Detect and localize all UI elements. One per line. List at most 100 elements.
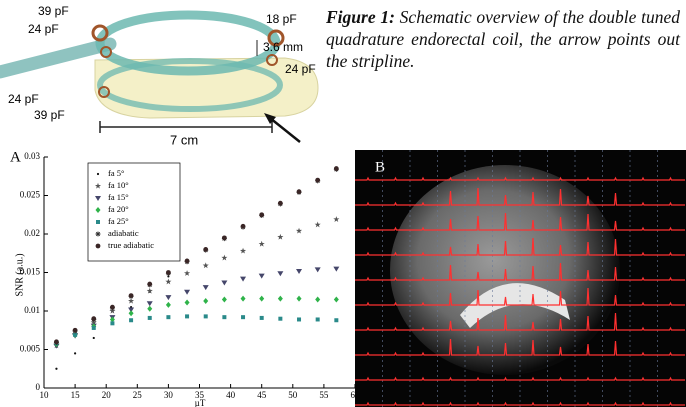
data-point (185, 314, 190, 319)
coil-label: 24 pF (285, 62, 316, 76)
y-tick-label: 0.005 (20, 344, 41, 354)
data-point (167, 275, 170, 278)
data-point (129, 318, 134, 323)
mri-panel: B (355, 150, 686, 407)
data-point (203, 297, 209, 304)
legend-box (87, 162, 181, 262)
capacitor (100, 46, 112, 58)
spectrum (355, 401, 685, 406)
chart: A SNR (a.u.) µT 0 0.005 0.01 0.015 0.02 0.025… (10, 150, 360, 407)
data-point (128, 297, 135, 304)
data-point (333, 216, 340, 222)
panel-label: A (10, 150, 21, 165)
data-point (240, 276, 247, 282)
data-point (221, 296, 227, 303)
spectrum (355, 262, 685, 281)
data-point (92, 336, 95, 340)
legend-marker (95, 196, 101, 201)
spectrum (355, 187, 685, 206)
legend-label: fa 15° (108, 192, 129, 202)
y-tick-label: 0.03 (24, 151, 40, 161)
capacitor (267, 29, 285, 47)
data-point (202, 262, 209, 269)
spectrum (355, 338, 685, 356)
mri-coil-signal (460, 283, 570, 328)
coil-label: 39 pF (34, 108, 65, 122)
data-point (258, 273, 265, 279)
capacitor (98, 86, 110, 98)
data-point (147, 305, 153, 312)
data-point (295, 227, 303, 234)
data-point (277, 271, 284, 277)
spectrum (355, 212, 685, 231)
legend-label: fa 10° (108, 180, 129, 190)
coil-label: 24 pF (28, 22, 59, 36)
x-tick-label: 35 (195, 390, 205, 400)
caption-label: Figure 1: (326, 7, 395, 27)
data-point (259, 295, 265, 302)
y-tick-label: 0.025 (20, 190, 41, 200)
data-point (333, 166, 339, 171)
data-point (259, 315, 264, 320)
legend-label: adiabatic (108, 228, 139, 238)
coil-illustration: 39 pF 24 pF 18 pF 3.6 mm 24 pF 24 pF 39 … (0, 4, 319, 147)
data-point (184, 289, 191, 295)
data-point (296, 295, 302, 302)
y-axis-title: SNR (a.u.) (14, 253, 25, 296)
y-tick-label: 0 (36, 382, 41, 392)
data-point (72, 327, 78, 333)
data-point (128, 307, 135, 313)
data-point (91, 325, 96, 330)
y-tick-label: 0.015 (20, 267, 41, 277)
data-point (314, 221, 321, 228)
data-point (54, 339, 59, 345)
coil-ring (95, 10, 281, 76)
legend-label: fa 20° (108, 204, 129, 214)
x-tick-label: 55 (319, 390, 329, 400)
data-point (315, 317, 320, 322)
x-tick-label: 15 (71, 390, 81, 400)
legend-label: fa 25° (108, 216, 129, 226)
coil-label: 3.6 mm (263, 40, 303, 54)
data-point (296, 268, 303, 274)
panel-label: B (375, 159, 385, 175)
data-point (221, 280, 228, 286)
y-tick-label: 0.01 (24, 305, 40, 315)
data-point (221, 235, 227, 241)
data-point (277, 295, 283, 302)
data-point (333, 266, 340, 272)
data-point (110, 304, 115, 310)
y-tick-label: 0.02 (24, 228, 40, 238)
spectrum (355, 287, 685, 306)
data-point (109, 307, 116, 314)
data-point (165, 295, 172, 301)
data-point (240, 223, 246, 229)
spectrum (355, 376, 685, 381)
coil-ring (97, 58, 283, 112)
capacitor (266, 54, 278, 66)
legend-marker (94, 182, 102, 189)
capacitor (91, 24, 109, 42)
data-point (91, 316, 97, 322)
x-tick-label: 45 (257, 390, 267, 400)
data-point (202, 285, 209, 291)
data-point (90, 319, 97, 326)
data-point (315, 177, 321, 183)
caption: Figure 1: Schematic overview of the doub… (326, 6, 680, 72)
arrow (269, 117, 301, 143)
coil-label: 18 pF (266, 12, 297, 26)
data-point (203, 247, 209, 252)
x-tick-label: 50 (288, 390, 298, 400)
data-point (184, 258, 190, 264)
x-tick-label: 30 (164, 390, 174, 400)
data-point (222, 315, 227, 320)
data-point (74, 352, 77, 355)
data-point (128, 293, 134, 298)
data-point (146, 287, 153, 294)
x-tick-label: 20 (102, 390, 112, 400)
x-tick-label: 40 (226, 390, 236, 400)
data-point (259, 212, 265, 218)
spectrum (355, 312, 685, 331)
x-tick-label: 10 (40, 390, 50, 400)
